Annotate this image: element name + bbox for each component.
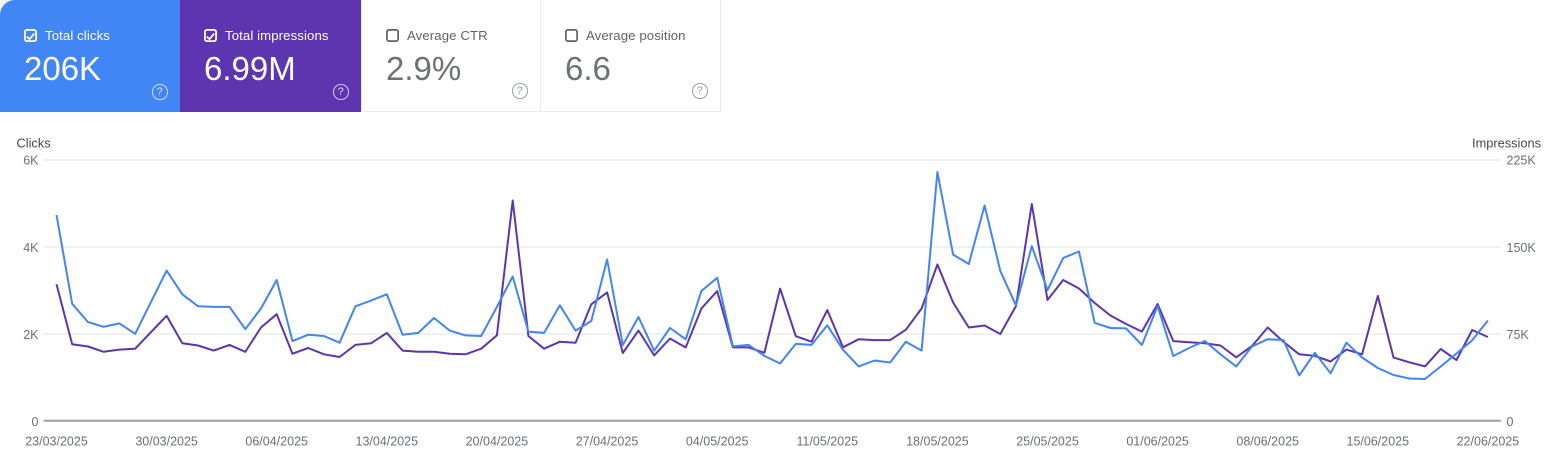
svg-text:27/04/2025: 27/04/2025 (576, 435, 639, 449)
svg-text:Impressions: Impressions (1472, 136, 1541, 151)
svg-text:150K: 150K (1507, 241, 1537, 255)
svg-text:30/03/2025: 30/03/2025 (135, 435, 198, 449)
svg-text:225K: 225K (1507, 154, 1537, 168)
svg-text:6K: 6K (23, 154, 39, 168)
svg-text:25/05/2025: 25/05/2025 (1016, 435, 1079, 449)
svg-text:08/06/2025: 08/06/2025 (1236, 435, 1299, 449)
svg-text:Clicks: Clicks (17, 136, 51, 151)
svg-text:22/06/2025: 22/06/2025 (1457, 435, 1520, 449)
svg-text:23/03/2025: 23/03/2025 (25, 435, 88, 449)
svg-text:11/05/2025: 11/05/2025 (796, 435, 858, 449)
svg-text:2K: 2K (23, 328, 39, 342)
svg-text:0: 0 (1507, 415, 1514, 429)
svg-text:0: 0 (32, 415, 39, 429)
svg-text:04/05/2025: 04/05/2025 (686, 435, 749, 449)
svg-text:4K: 4K (23, 241, 39, 255)
svg-text:75K: 75K (1507, 328, 1530, 342)
svg-text:18/05/2025: 18/05/2025 (906, 435, 969, 449)
svg-text:20/04/2025: 20/04/2025 (466, 435, 529, 449)
svg-text:01/06/2025: 01/06/2025 (1126, 435, 1189, 449)
svg-text:15/06/2025: 15/06/2025 (1347, 435, 1410, 449)
svg-text:13/04/2025: 13/04/2025 (356, 435, 419, 449)
svg-text:06/04/2025: 06/04/2025 (245, 435, 308, 449)
